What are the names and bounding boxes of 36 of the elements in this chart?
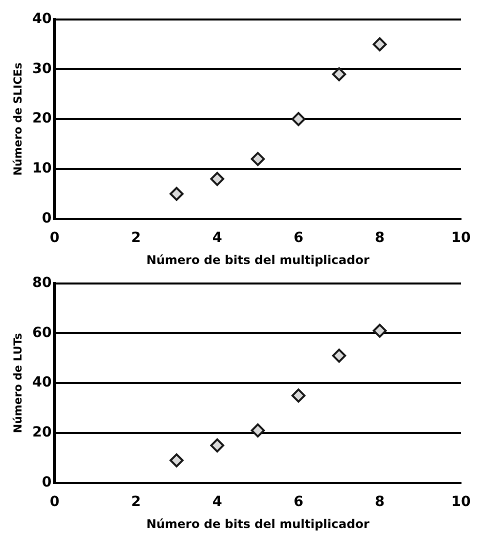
x-axis-title: Número de bits del multiplicador [146,516,370,531]
point [210,172,224,186]
y-tick-label: 0 [42,210,52,226]
point [210,438,224,452]
x-tick-label: 4 [212,230,222,246]
x-tick-label: 8 [374,230,385,246]
y-tick-label: 10 [32,160,52,177]
point [332,348,346,363]
x-tick-label: 6 [294,230,304,246]
point [250,423,265,438]
point [291,388,306,403]
x-axis-title: Número de bits del multiplicador [146,252,370,267]
y-tick-label: 20 [32,110,52,127]
y-axis-title: Número de LUTs [11,332,24,434]
point [291,112,306,126]
point [170,453,184,468]
x-tick-label: 2 [131,494,141,510]
point [372,324,387,338]
y-tick-label: 80 [32,275,52,292]
x-tick-label: 6 [294,494,304,510]
x-tick-label: 2 [131,230,141,246]
x-tick-label: 10 [451,494,471,510]
y-tick-label: 20 [32,424,52,441]
y-tick-label: 30 [32,60,52,77]
y-tick-label: 0 [42,474,52,490]
x-tick-label: 8 [374,494,385,510]
point [250,152,265,166]
x-tick-label: 10 [451,230,471,246]
y-axis-title: Número de SLICEs [11,62,24,176]
x-tick-label: 4 [212,494,222,510]
y-tick-label: 60 [32,324,52,341]
point [372,37,387,52]
point [332,67,346,82]
point [170,186,184,201]
y-tick-label: 40 [32,11,52,28]
y-tick-label: 40 [32,374,52,391]
